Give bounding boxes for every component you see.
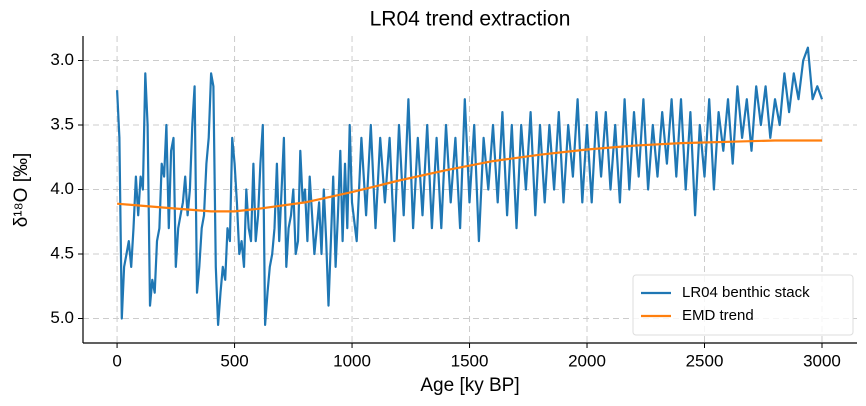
legend-box: [632, 274, 854, 336]
y-axis-label: δ¹⁸O [‰]: [11, 153, 32, 228]
legend: LR04 benthic stack EMD trend: [632, 274, 854, 336]
x-tick-label: 2000: [568, 351, 606, 370]
legend-label: EMD trend: [682, 307, 754, 324]
x-axis-label: Age [ky BP]: [420, 375, 519, 396]
y-tick-label: 3.5: [50, 114, 74, 133]
x-tick-label: 500: [220, 351, 248, 370]
x-tick-label: 1500: [451, 351, 489, 370]
x-tick-label: 0: [112, 351, 121, 370]
y-tick-label: 5.0: [50, 308, 74, 327]
data-line: [117, 139, 822, 213]
data-line: [116, 46, 824, 326]
x-tick-label: 3000: [803, 351, 841, 370]
x-tick-label: 1000: [333, 351, 371, 370]
legend-label: LR04 benthic stack: [682, 284, 810, 301]
y-tick-label: 4.5: [50, 243, 74, 262]
chart-title: LR04 trend extraction: [370, 8, 571, 31]
x-tick-label: 2500: [686, 351, 724, 370]
y-tick-label: 4.0: [50, 179, 74, 198]
y-tick-label: 3.0: [50, 50, 74, 69]
